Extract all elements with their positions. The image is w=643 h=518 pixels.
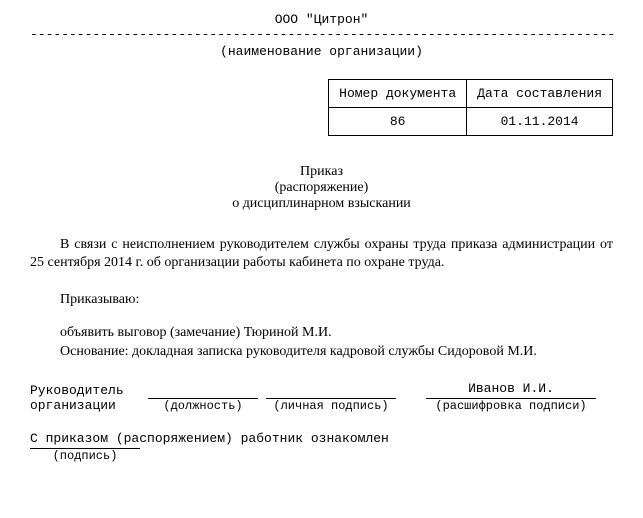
signature-role-line2: организации	[30, 398, 140, 413]
title-line3: о дисциплинарном взыскании	[30, 196, 613, 212]
signature-sign-field: (личная подпись)	[266, 382, 396, 413]
title-line2: (распоряжение)	[30, 180, 613, 196]
ack-sign-field: (подпись)	[30, 448, 613, 463]
order-body: объявить выговор (замечание) Тюриной М.И…	[30, 324, 613, 360]
order-line2: Основание: докладная записка руководител…	[30, 343, 613, 361]
signature-position-value	[148, 382, 258, 396]
title-block: Приказ (распоряжение) о дисциплинарном в…	[30, 164, 613, 212]
signature-position-field: (должность)	[148, 382, 258, 413]
signature-name-caption: (расшифровка подписи)	[426, 399, 596, 413]
body-paragraph: В связи с неисполнением руководителем сл…	[30, 236, 613, 272]
signature-name-value: Иванов И.И.	[426, 381, 596, 396]
signature-sign-value	[266, 382, 396, 396]
doc-number-value: 86	[329, 108, 467, 136]
ack-sign-caption: (подпись)	[30, 449, 140, 463]
signature-position-caption: (должность)	[148, 399, 258, 413]
doc-date-header: Дата составления	[467, 80, 613, 108]
org-name: ООО "Цитрон"	[30, 12, 613, 27]
divider-dashes: ----------------------------------------…	[30, 27, 613, 42]
signature-role: Руководитель организации	[30, 383, 140, 413]
doc-meta-table: Номер документа Дата составления 86 01.1…	[328, 79, 613, 136]
doc-date-value: 01.11.2014	[467, 108, 613, 136]
doc-number-header: Номер документа	[329, 80, 467, 108]
document-page: ООО "Цитрон" ---------------------------…	[0, 0, 643, 518]
order-word: Приказываю:	[30, 292, 613, 308]
signature-sign-caption: (личная подпись)	[266, 399, 396, 413]
title-line1: Приказ	[30, 164, 613, 180]
signature-name-field: Иванов И.И. (расшифровка подписи)	[426, 381, 596, 413]
order-line1: объявить выговор (замечание) Тюриной М.И…	[30, 324, 613, 342]
org-label: (наименование организации)	[30, 44, 613, 59]
ack-text: С приказом (распоряжением) работник озна…	[30, 431, 613, 446]
signature-row: Руководитель организации (должность) (ли…	[30, 381, 613, 413]
signature-role-line1: Руководитель	[30, 383, 140, 398]
